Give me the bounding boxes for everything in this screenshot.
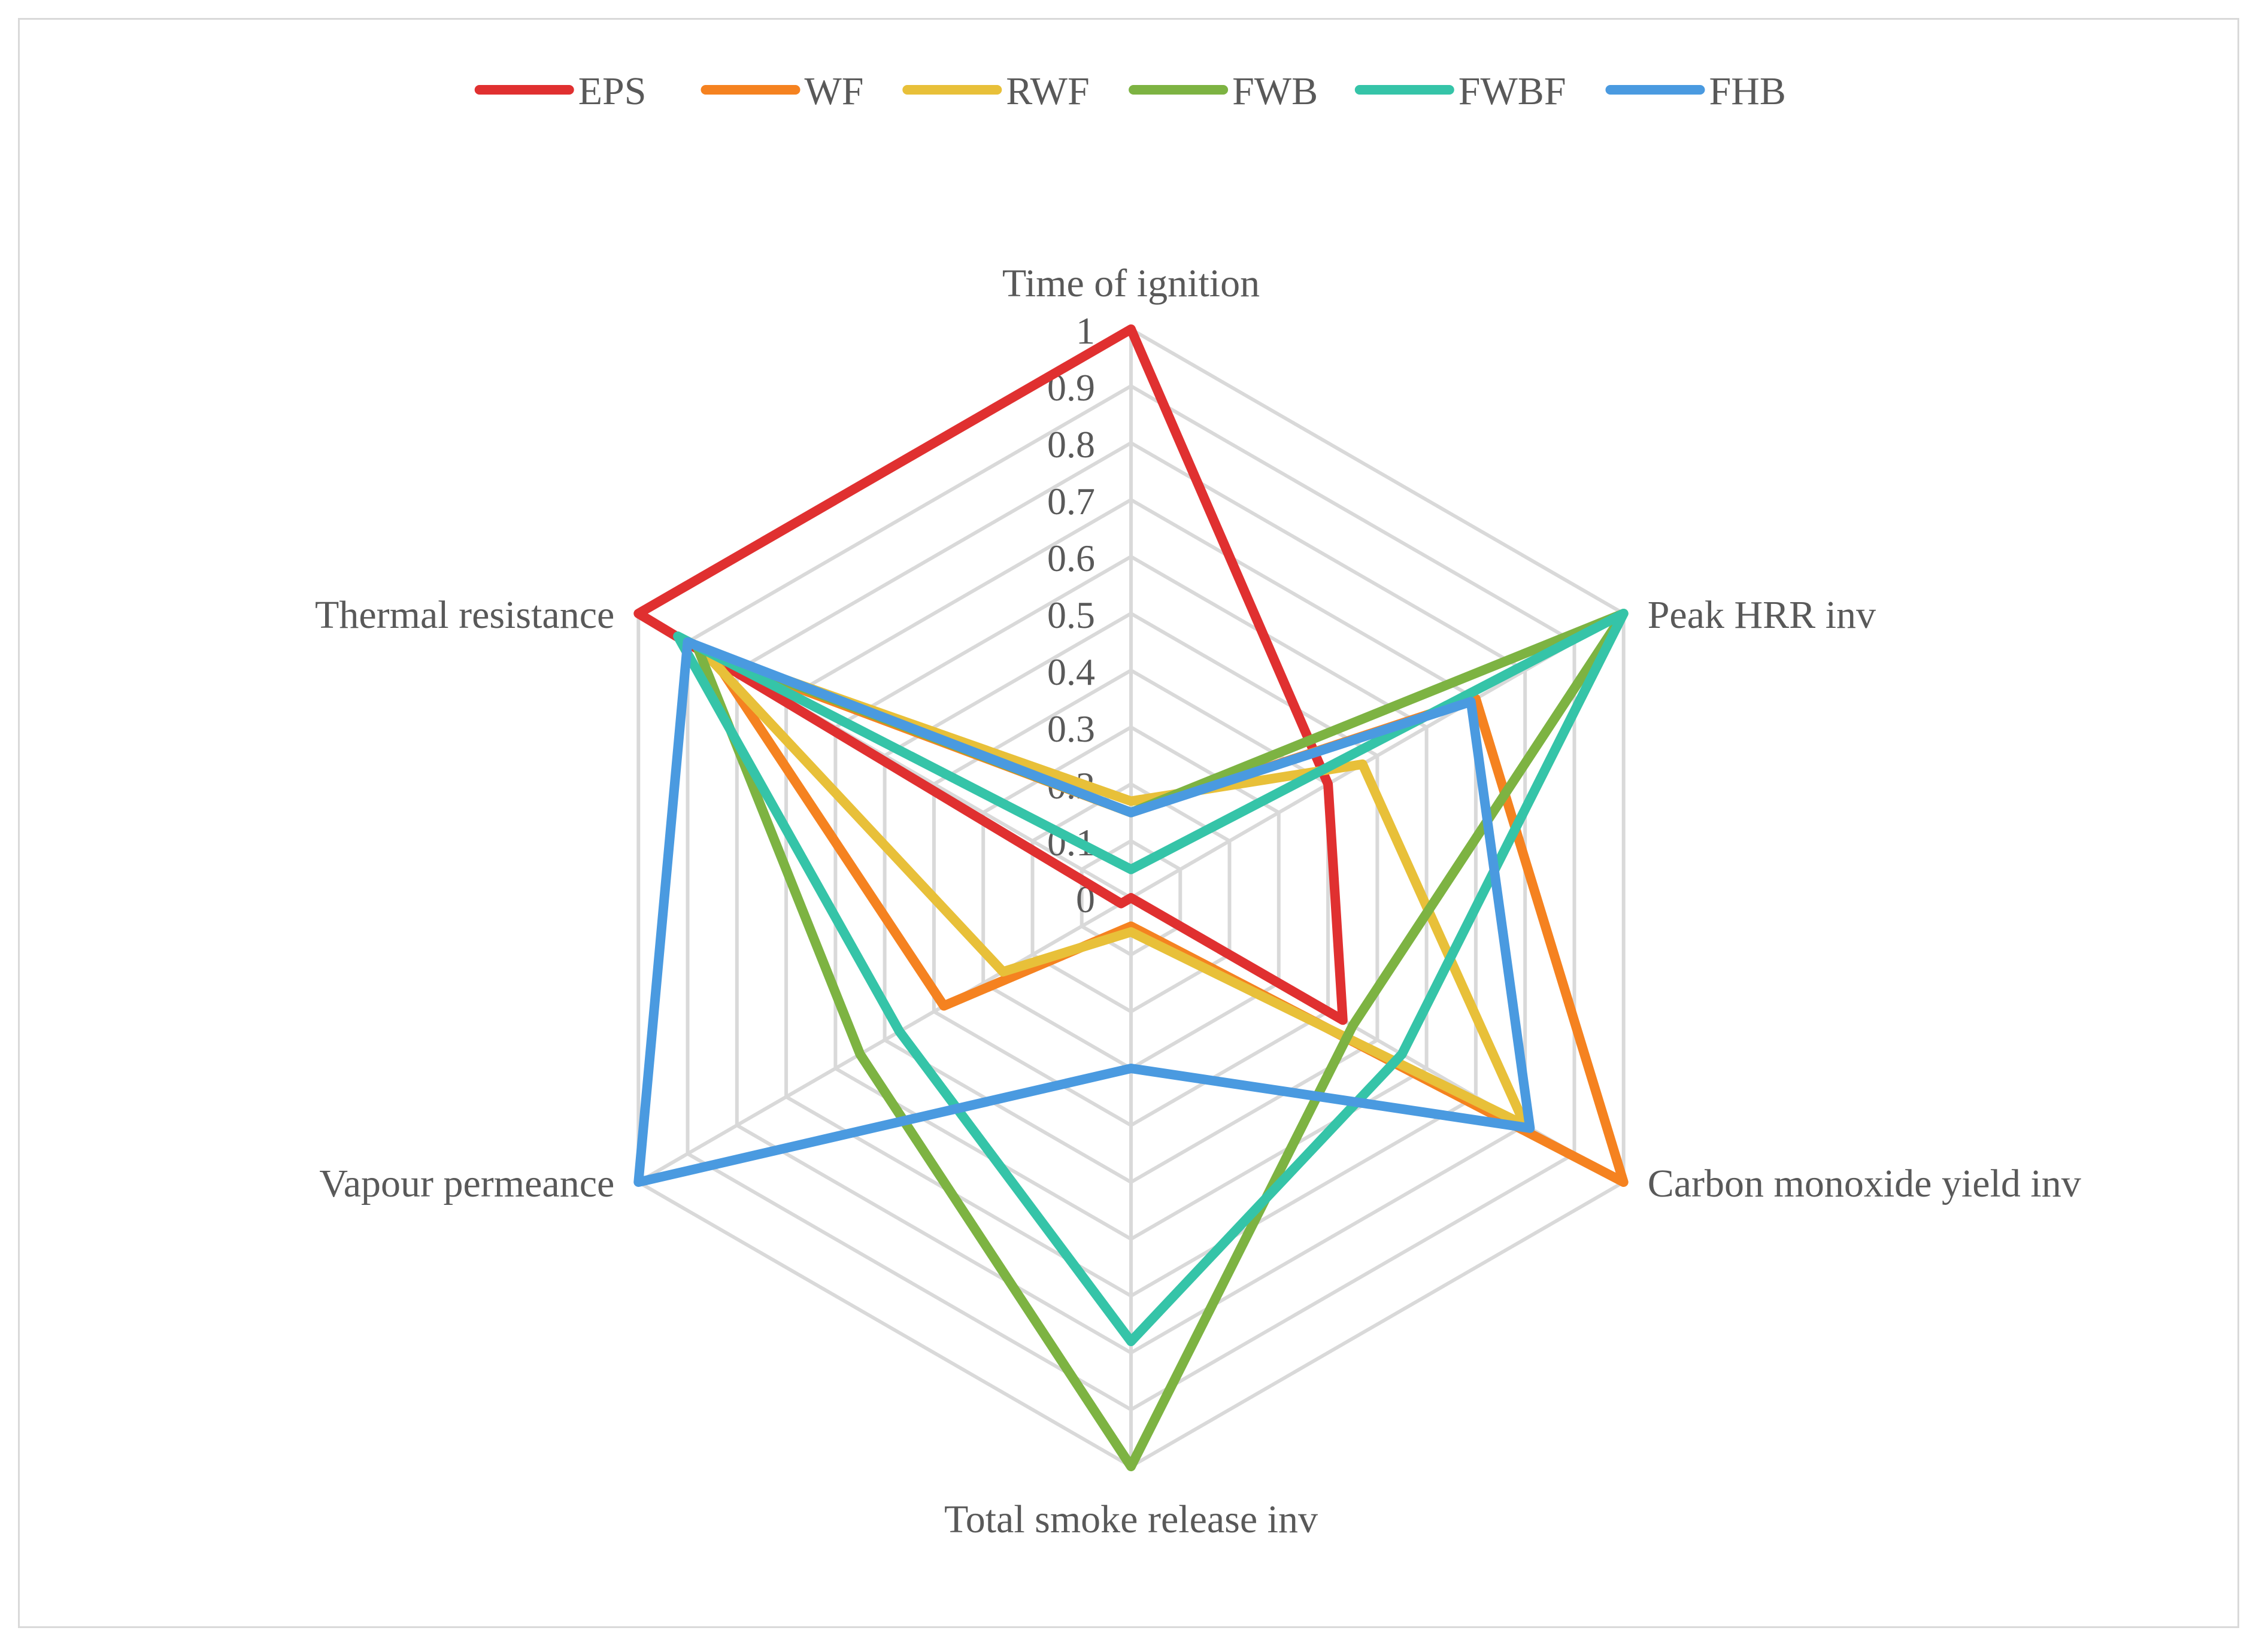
axis-labels: Time of ignition Peak HRR inv Carbon monox… — [315, 262, 2081, 1541]
grid-spoke — [637, 896, 1132, 1184]
legend-label: RWF — [1006, 69, 1089, 113]
radial-tick-label: 0.7 — [1047, 480, 1095, 523]
legend-label: EPS — [578, 69, 647, 113]
legend-label: FWBF — [1459, 69, 1566, 113]
axis-label: Total smoke release inv — [944, 1498, 1318, 1541]
axis-label: Thermal resistance — [315, 593, 614, 637]
radial-tick-label: 0.6 — [1047, 537, 1095, 579]
axis-label: Time of ignition — [1002, 262, 1260, 305]
legend-item-eps: EPS — [474, 69, 647, 113]
series-line-eps — [633, 324, 1348, 1025]
radial-tick-label: 1 — [1076, 309, 1095, 352]
radial-tick-label: 0.5 — [1047, 594, 1095, 636]
legend-label: FWB — [1232, 69, 1318, 113]
series-line-fhb — [633, 637, 1535, 1187]
legend-label: WF — [805, 69, 864, 113]
legend-label: FHB — [1709, 69, 1786, 113]
axis-label: Peak HRR inv — [1648, 593, 1876, 637]
legend-item-fwb: FWB — [1129, 69, 1318, 113]
axis-label: Carbon monoxide yield inv — [1648, 1162, 2081, 1205]
series-line-fwbf — [673, 609, 1629, 1346]
legend: EPS WF RWF FWB FWBF FHB — [474, 69, 1786, 113]
chart-frame — [18, 18, 2239, 1628]
axis-label: Vapour permeance — [319, 1162, 614, 1205]
legend-item-fhb: FHB — [1605, 69, 1786, 113]
legend-item-wf: WF — [701, 69, 864, 113]
radial-tick-label: 0.4 — [1047, 651, 1095, 693]
radial-tick-label: 0.3 — [1047, 707, 1095, 750]
legend-item-rwf: RWF — [902, 69, 1090, 113]
series-lines — [633, 324, 1629, 1471]
radial-tick-label: 0.8 — [1047, 423, 1095, 466]
legend-item-fwbf: FWBF — [1354, 69, 1566, 113]
